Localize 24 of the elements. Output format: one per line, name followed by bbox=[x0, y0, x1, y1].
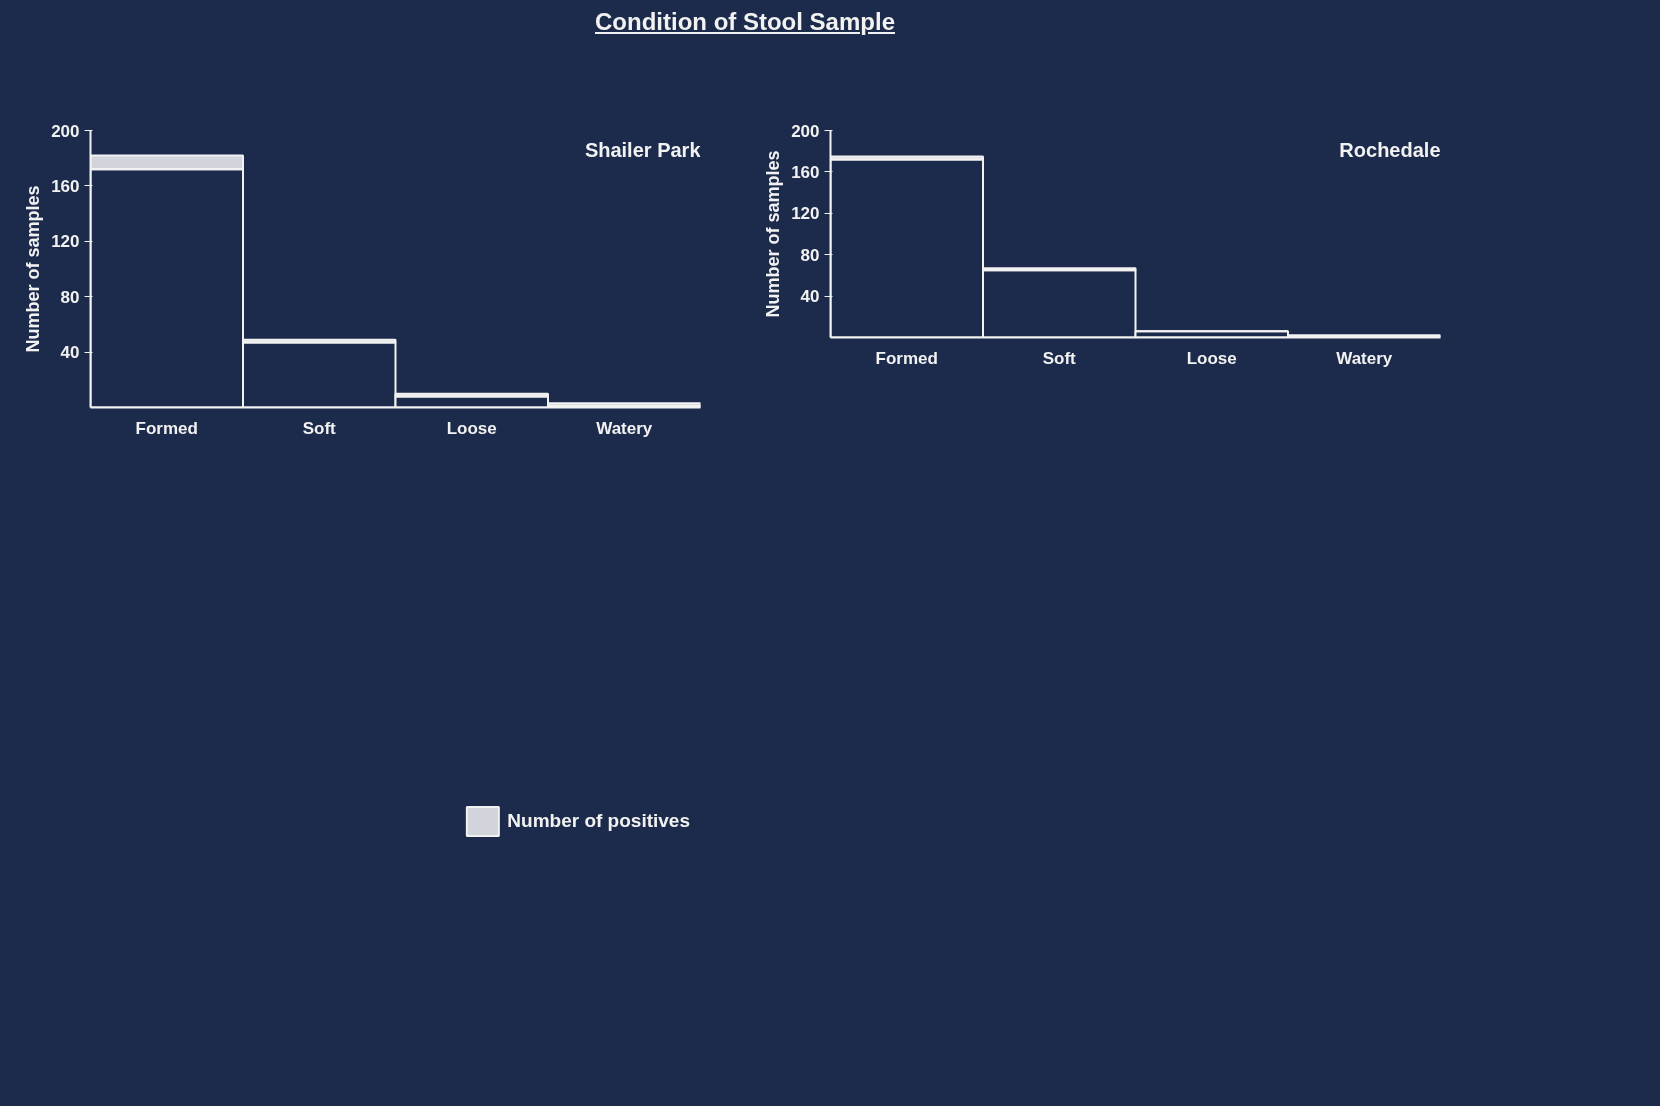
x-tick-label: Formed bbox=[875, 348, 938, 368]
legend-label: Number of positives bbox=[507, 810, 690, 832]
y-tick-label: 200 bbox=[51, 121, 80, 141]
y-tick-label: 120 bbox=[51, 232, 80, 252]
y-tick-label: 160 bbox=[51, 176, 80, 196]
chart-subtitle: Shailer Park bbox=[584, 138, 702, 161]
chart-subtitle: Rochedale bbox=[1339, 138, 1441, 161]
y-axis-title: Number of samples bbox=[763, 150, 784, 318]
y-tick-label: 80 bbox=[60, 287, 80, 307]
x-tick-label: Watery bbox=[596, 418, 653, 438]
y-tick-label: 160 bbox=[791, 162, 820, 182]
chart-title: Condition of Stool Sample bbox=[594, 7, 896, 37]
y-tick-label: 200 bbox=[791, 121, 820, 141]
x-tick-label: Formed bbox=[135, 418, 198, 438]
x-tick-label: Watery bbox=[1336, 348, 1393, 368]
y-axis-title: Number of samples bbox=[23, 185, 44, 353]
y-tick-label: 80 bbox=[800, 245, 820, 265]
y-tick-label: 120 bbox=[791, 204, 820, 224]
x-tick-label: Soft bbox=[1042, 348, 1077, 368]
x-tick-label: Loose bbox=[446, 418, 497, 438]
y-tick-label: 40 bbox=[60, 343, 80, 363]
x-tick-label: Loose bbox=[1186, 348, 1237, 368]
y-tick-label: 40 bbox=[800, 287, 820, 307]
x-tick-label: Soft bbox=[302, 418, 337, 438]
